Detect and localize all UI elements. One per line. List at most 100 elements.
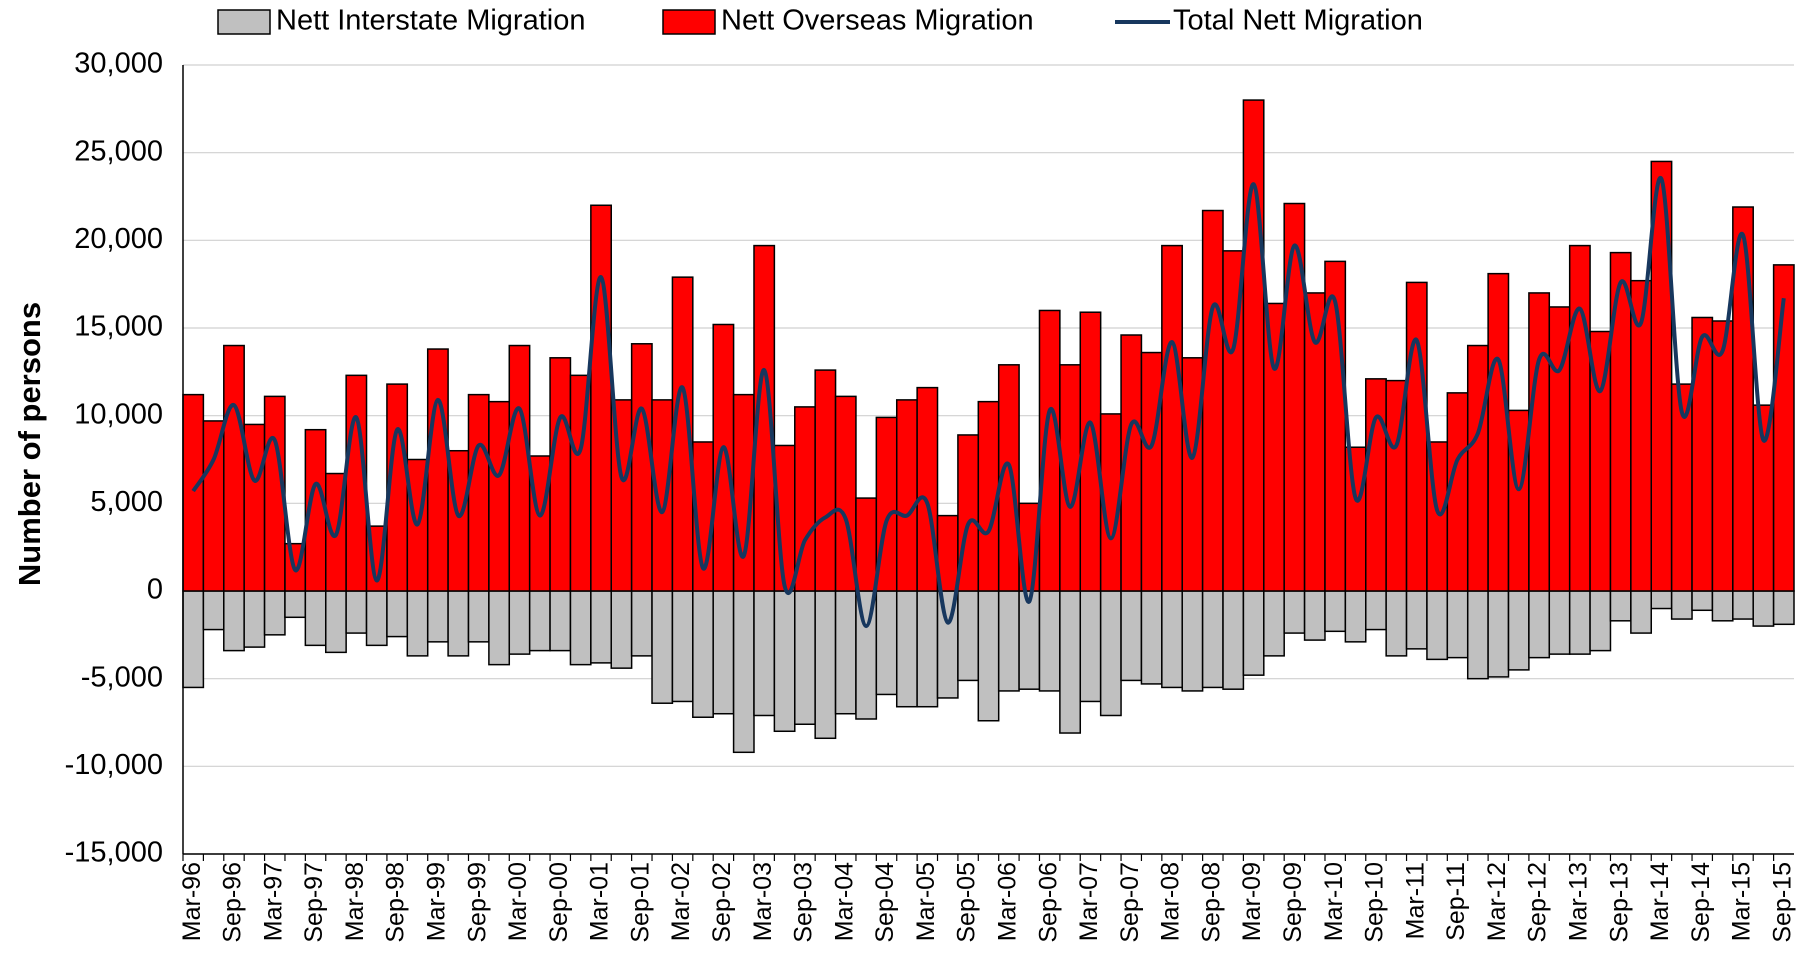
bar — [753, 590, 776, 717]
bar — [1079, 590, 1102, 703]
bar — [916, 386, 939, 592]
bar — [1140, 590, 1163, 685]
bar — [794, 590, 816, 726]
bar — [1324, 590, 1347, 633]
y-axis-label: Number of persons — [12, 302, 47, 586]
bar — [1303, 590, 1326, 641]
bar — [1630, 590, 1653, 634]
x-tick-label: Sep-15 — [1768, 862, 1796, 943]
bar — [671, 590, 694, 703]
bar — [732, 590, 755, 754]
y-tick-label: 15,000 — [74, 311, 163, 343]
y-tick-label: 0 — [147, 574, 163, 606]
bar — [834, 590, 857, 715]
bar — [324, 590, 347, 654]
bar — [508, 344, 531, 592]
bar — [997, 590, 1020, 692]
bar — [1732, 590, 1754, 620]
x-tick-label: Sep-96 — [219, 862, 247, 943]
x-tick-label: Sep-03 — [790, 862, 818, 943]
bar — [895, 399, 918, 592]
bar — [549, 357, 572, 592]
bar — [590, 204, 612, 592]
bar — [223, 590, 245, 652]
bar — [1630, 279, 1653, 592]
x-tick-label: Mar-14 — [1646, 862, 1674, 941]
bar — [1222, 590, 1245, 690]
bar — [1589, 590, 1612, 652]
bar — [1752, 590, 1775, 627]
y-tick-label: 5,000 — [90, 486, 163, 518]
bar — [1283, 590, 1306, 634]
legend-label: Nett Interstate Migration — [276, 5, 585, 37]
bar — [1201, 590, 1224, 689]
bar — [1385, 590, 1408, 657]
legend-label: Total Nett Migration — [1173, 5, 1423, 37]
bar — [488, 590, 511, 666]
bar — [1609, 590, 1632, 622]
bar — [1242, 99, 1265, 592]
bar — [814, 590, 837, 740]
x-tick-label: Mar-97 — [259, 862, 287, 941]
bar — [1181, 357, 1204, 592]
bar — [569, 590, 592, 666]
bar — [202, 590, 225, 631]
bar — [1507, 590, 1530, 671]
bar — [1711, 590, 1734, 622]
bar — [610, 590, 633, 669]
bar — [426, 590, 449, 643]
x-tick-label: Mar-12 — [1483, 862, 1511, 941]
bar — [243, 590, 266, 648]
x-tick-label: Mar-98 — [341, 862, 369, 941]
bar — [1650, 590, 1673, 610]
x-tick-label: Sep-99 — [463, 862, 491, 943]
bar — [284, 590, 307, 619]
bar — [1038, 590, 1061, 692]
x-tick-label: Mar-10 — [1320, 862, 1348, 941]
bar — [630, 590, 653, 657]
bar — [1466, 590, 1489, 680]
x-tick-label: Sep-07 — [1116, 862, 1144, 943]
bar — [1120, 590, 1143, 682]
x-tick-label: Sep-00 — [545, 862, 573, 943]
x-tick-label: Mar-09 — [1238, 862, 1266, 941]
bar — [1099, 590, 1122, 717]
bar — [426, 348, 449, 592]
bar — [855, 497, 878, 592]
bar — [1365, 378, 1387, 592]
bar — [365, 590, 388, 647]
x-tick-label: Sep-09 — [1279, 862, 1307, 943]
bar — [957, 590, 980, 682]
x-tick-label: Sep-04 — [871, 862, 899, 943]
bar — [202, 420, 225, 592]
bar — [1426, 590, 1449, 661]
x-tick-label: Mar-01 — [586, 862, 614, 941]
y-tick-label: 20,000 — [74, 223, 163, 255]
bar — [1446, 590, 1469, 659]
bar — [1487, 272, 1510, 592]
bar — [1691, 590, 1714, 612]
bar — [1344, 590, 1367, 643]
legend-swatch — [662, 9, 716, 35]
x-tick-label: Mar-03 — [749, 862, 777, 941]
x-tick-label: Mar-04 — [830, 862, 858, 941]
x-tick-label: Mar-07 — [1075, 862, 1103, 941]
bar — [590, 590, 612, 664]
y-tick-label: -5,000 — [81, 661, 163, 693]
bar — [1161, 244, 1183, 592]
bar — [304, 590, 327, 647]
x-tick-label: Sep-05 — [953, 862, 981, 943]
bar — [467, 590, 490, 643]
x-tick-label: Mar-05 — [912, 862, 940, 941]
bar — [712, 323, 735, 592]
y-tick-label: -10,000 — [65, 749, 163, 781]
bar — [345, 590, 368, 634]
bar — [406, 590, 429, 657]
bar — [1711, 320, 1734, 592]
bar — [916, 590, 939, 708]
x-tick-label: Sep-10 — [1361, 862, 1389, 943]
bar — [1059, 590, 1082, 734]
bar — [1568, 244, 1591, 592]
bar — [692, 590, 714, 718]
